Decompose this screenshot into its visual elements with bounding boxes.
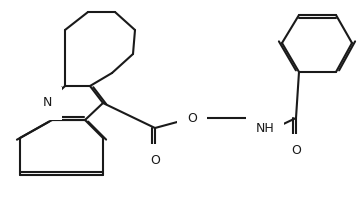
Text: N: N xyxy=(42,97,52,109)
Text: O: O xyxy=(291,143,301,157)
Text: O: O xyxy=(187,112,197,124)
Text: O: O xyxy=(150,154,160,166)
Text: NH: NH xyxy=(256,121,274,135)
